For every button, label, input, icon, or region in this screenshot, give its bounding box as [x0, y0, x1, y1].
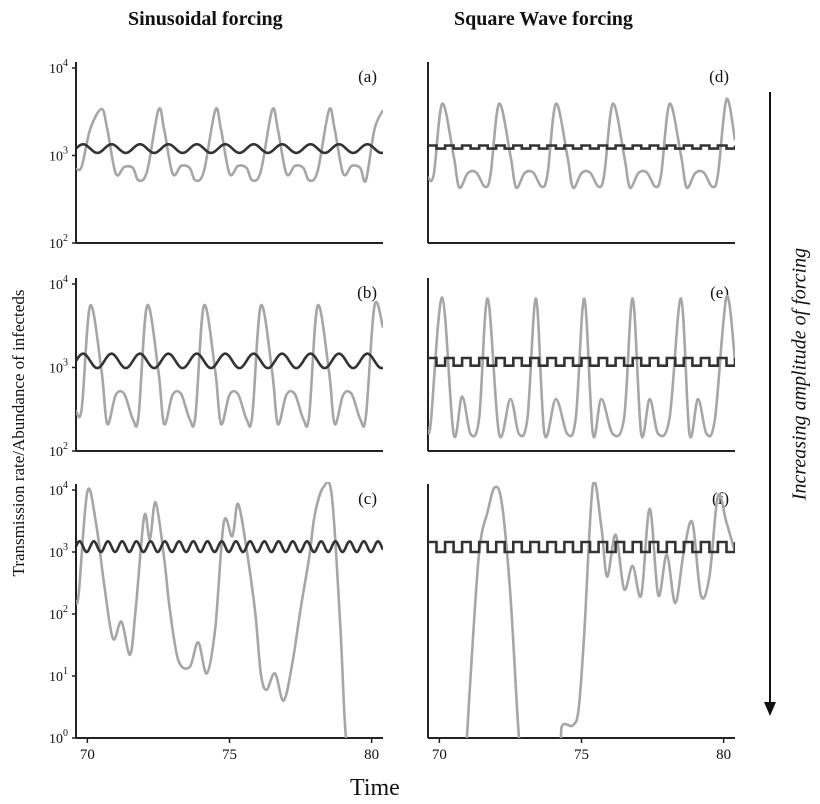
- x-tick-label: 75: [222, 747, 237, 763]
- panel-label: (e): [710, 283, 729, 302]
- forcing-series-line: [76, 352, 383, 370]
- x-tick-label: 70: [80, 747, 95, 763]
- panel-label: (a): [358, 67, 377, 86]
- panel-label: (d): [709, 67, 729, 86]
- y-tick-label: 102: [49, 233, 68, 252]
- x-tick-label: 80: [364, 747, 379, 763]
- panel-e: (e): [427, 278, 735, 452]
- infected-series-line: [76, 300, 383, 428]
- panel-f: 70 75 80(f): [427, 482, 735, 763]
- x-tick-label: 80: [716, 747, 731, 763]
- panel-a: 102 103 104 (a): [49, 58, 383, 252]
- y-tick-exponent: 3: [63, 542, 68, 553]
- x-tick-label: 70: [432, 747, 447, 763]
- infected-series-line: [465, 482, 735, 738]
- panel-d: (d): [427, 62, 735, 244]
- forcing-series-line: [428, 356, 735, 367]
- forcing-series-line: [428, 540, 735, 554]
- y-tick-exponent: 4: [63, 58, 68, 69]
- infected-series-line: [428, 294, 735, 439]
- y-tick-exponent: 4: [63, 480, 68, 491]
- y-tick-exponent: 4: [63, 274, 68, 285]
- y-tick-exponent: 3: [63, 358, 68, 369]
- forcing-series-line: [428, 144, 735, 150]
- forcing-series-line: [76, 143, 383, 155]
- y-tick-label: 101: [49, 666, 68, 685]
- panel-label: (c): [358, 489, 377, 508]
- column-title-sinusoidal: Sinusoidal forcing: [128, 8, 283, 30]
- y-tick-exponent: 2: [63, 604, 68, 615]
- y-tick-label: 103: [49, 358, 68, 377]
- infected-series-line: [428, 97, 735, 190]
- y-tick-label: 104: [49, 58, 68, 77]
- y-tick-label: 104: [49, 274, 68, 293]
- infected-series-line: [76, 482, 348, 738]
- y-tick-label: 102: [49, 441, 68, 460]
- panel-b: 102 103 104 (b): [49, 274, 383, 460]
- column-title-square-wave: Square Wave forcing: [454, 8, 633, 30]
- y-tick-exponent: 2: [63, 441, 68, 452]
- y-tick-exponent: 1: [63, 666, 68, 677]
- x-tick-label: 75: [574, 747, 589, 763]
- y-tick-label: 103: [49, 146, 68, 165]
- y-tick-exponent: 0: [63, 728, 68, 739]
- increasing-amplitude-arrow-head: [764, 702, 776, 716]
- y-tick-label: 103: [49, 542, 68, 561]
- y-tick-label: 102: [49, 604, 68, 623]
- y-tick-exponent: 3: [63, 146, 68, 157]
- panel-label: (b): [357, 283, 377, 302]
- x-axis-label: Time: [350, 775, 400, 801]
- y-tick-label: 100: [49, 728, 68, 747]
- infected-series-line: [76, 107, 383, 184]
- y-tick-exponent: 2: [63, 233, 68, 244]
- forcing-series-line: [76, 539, 383, 554]
- y-tick-label: 104: [49, 480, 68, 499]
